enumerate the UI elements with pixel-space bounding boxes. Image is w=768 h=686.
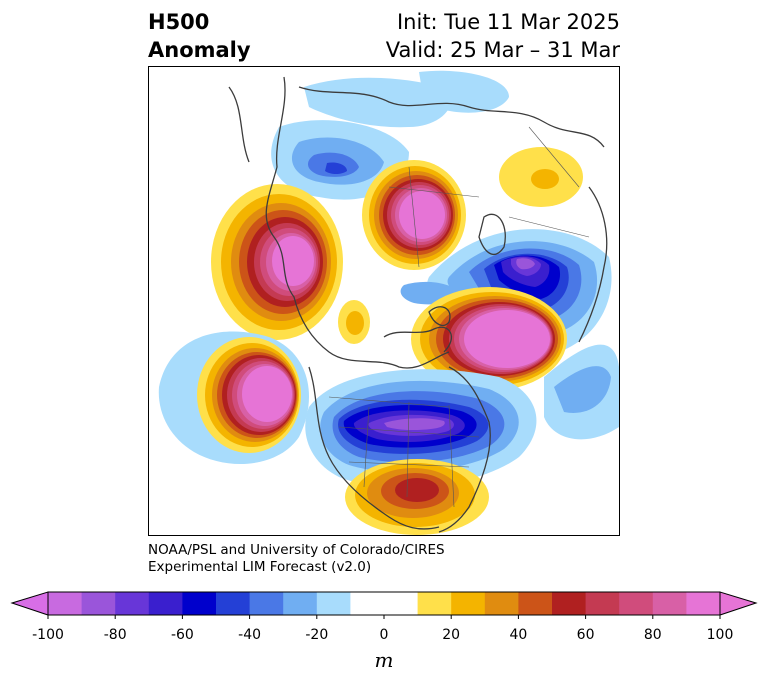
colorbar-tick-label: -60 [170, 627, 194, 643]
colorbar-over-arrow [719, 591, 758, 616]
credit-line-2: Experimental LIM Forecast (v2.0) [148, 559, 372, 575]
colorbar-tick-label: 20 [442, 627, 461, 643]
colorbar [10, 591, 758, 619]
colorbar-tick-label: -40 [238, 627, 262, 643]
colorbar-segment [148, 592, 183, 615]
anomaly-pos-ne-pacific [158, 331, 309, 464]
colorbar-tick-label: 0 [379, 627, 389, 643]
title-line-1: H500 [148, 10, 210, 34]
political-borders [328, 126, 590, 508]
colorbar-segment [182, 592, 217, 615]
colorbar-unit: m [374, 648, 394, 672]
colorbar-segment [686, 592, 721, 615]
anomaly-neg-canada [305, 369, 537, 488]
colorbar-segment [518, 592, 553, 615]
valid-range: Valid: 25 Mar – 31 Mar [385, 38, 620, 62]
colorbar-tick-label: 40 [509, 627, 528, 643]
anomaly-pos-siberia [362, 160, 466, 270]
colorbar-segment [81, 592, 116, 615]
forecast-dates: Init: Tue 11 Mar 2025 Valid: 25 Mar – 31… [386, 8, 620, 64]
anomaly-pos-southeast-us [345, 459, 489, 535]
anomaly-pos-small-2-core [531, 169, 559, 189]
colorbar-tick-label: -20 [305, 627, 329, 643]
credit-line-1: NOAA/PSL and University of Colorado/CIRE… [148, 542, 445, 558]
colorbar-segment [48, 592, 83, 615]
anomaly-neg-pale-northeast [419, 70, 509, 113]
colorbar-segment [316, 592, 351, 615]
colorbar-segment [619, 592, 654, 615]
anomaly-pos-north-atlantic [411, 287, 567, 391]
colorbar-tick-label: -100 [32, 627, 64, 643]
colorbar-tickmarks [47, 615, 721, 619]
colorbar-tick-label: -80 [103, 627, 127, 643]
colorbar-tick-label: 100 [706, 627, 734, 643]
init-date: Init: Tue 11 Mar 2025 [396, 10, 620, 34]
colorbar-segment [585, 592, 620, 615]
colorbar-segment [652, 592, 687, 615]
colorbar-segment [552, 592, 587, 615]
colorbar-tick-labels: -100 -80 -60 -40 -20 0 20 40 60 80 100 [0, 627, 768, 647]
map-title: H500 Anomaly [148, 8, 251, 64]
credit-text: NOAA/PSL and University of Colorado/CIRE… [148, 542, 445, 576]
colorbar-segment [384, 592, 419, 615]
colorbar-under-arrow [10, 591, 49, 616]
anomaly-neg-pale-atlantic-inner [554, 366, 611, 413]
anomaly-pos-east-asia [211, 184, 343, 340]
colorbar-segment [451, 592, 486, 615]
anomaly-neg-pale-north [304, 77, 452, 128]
anomaly-map [148, 66, 620, 536]
colorbar-segment [249, 592, 284, 615]
colorbar-segment [283, 592, 318, 615]
title-line-2: Anomaly [148, 38, 251, 62]
colorbar-segment [350, 592, 385, 615]
colorbar-tick-label: 60 [576, 627, 595, 643]
colorbar-tick-label: 80 [643, 627, 662, 643]
anomaly-pos-small-1-core [346, 311, 364, 335]
colorbar-segment [115, 592, 150, 615]
map-svg [158, 70, 619, 535]
colorbar-segment [216, 592, 251, 615]
colorbar-segment [417, 592, 452, 615]
colorbar-segments [48, 592, 721, 615]
colorbar-segment [484, 592, 519, 615]
coastlines [228, 76, 608, 533]
